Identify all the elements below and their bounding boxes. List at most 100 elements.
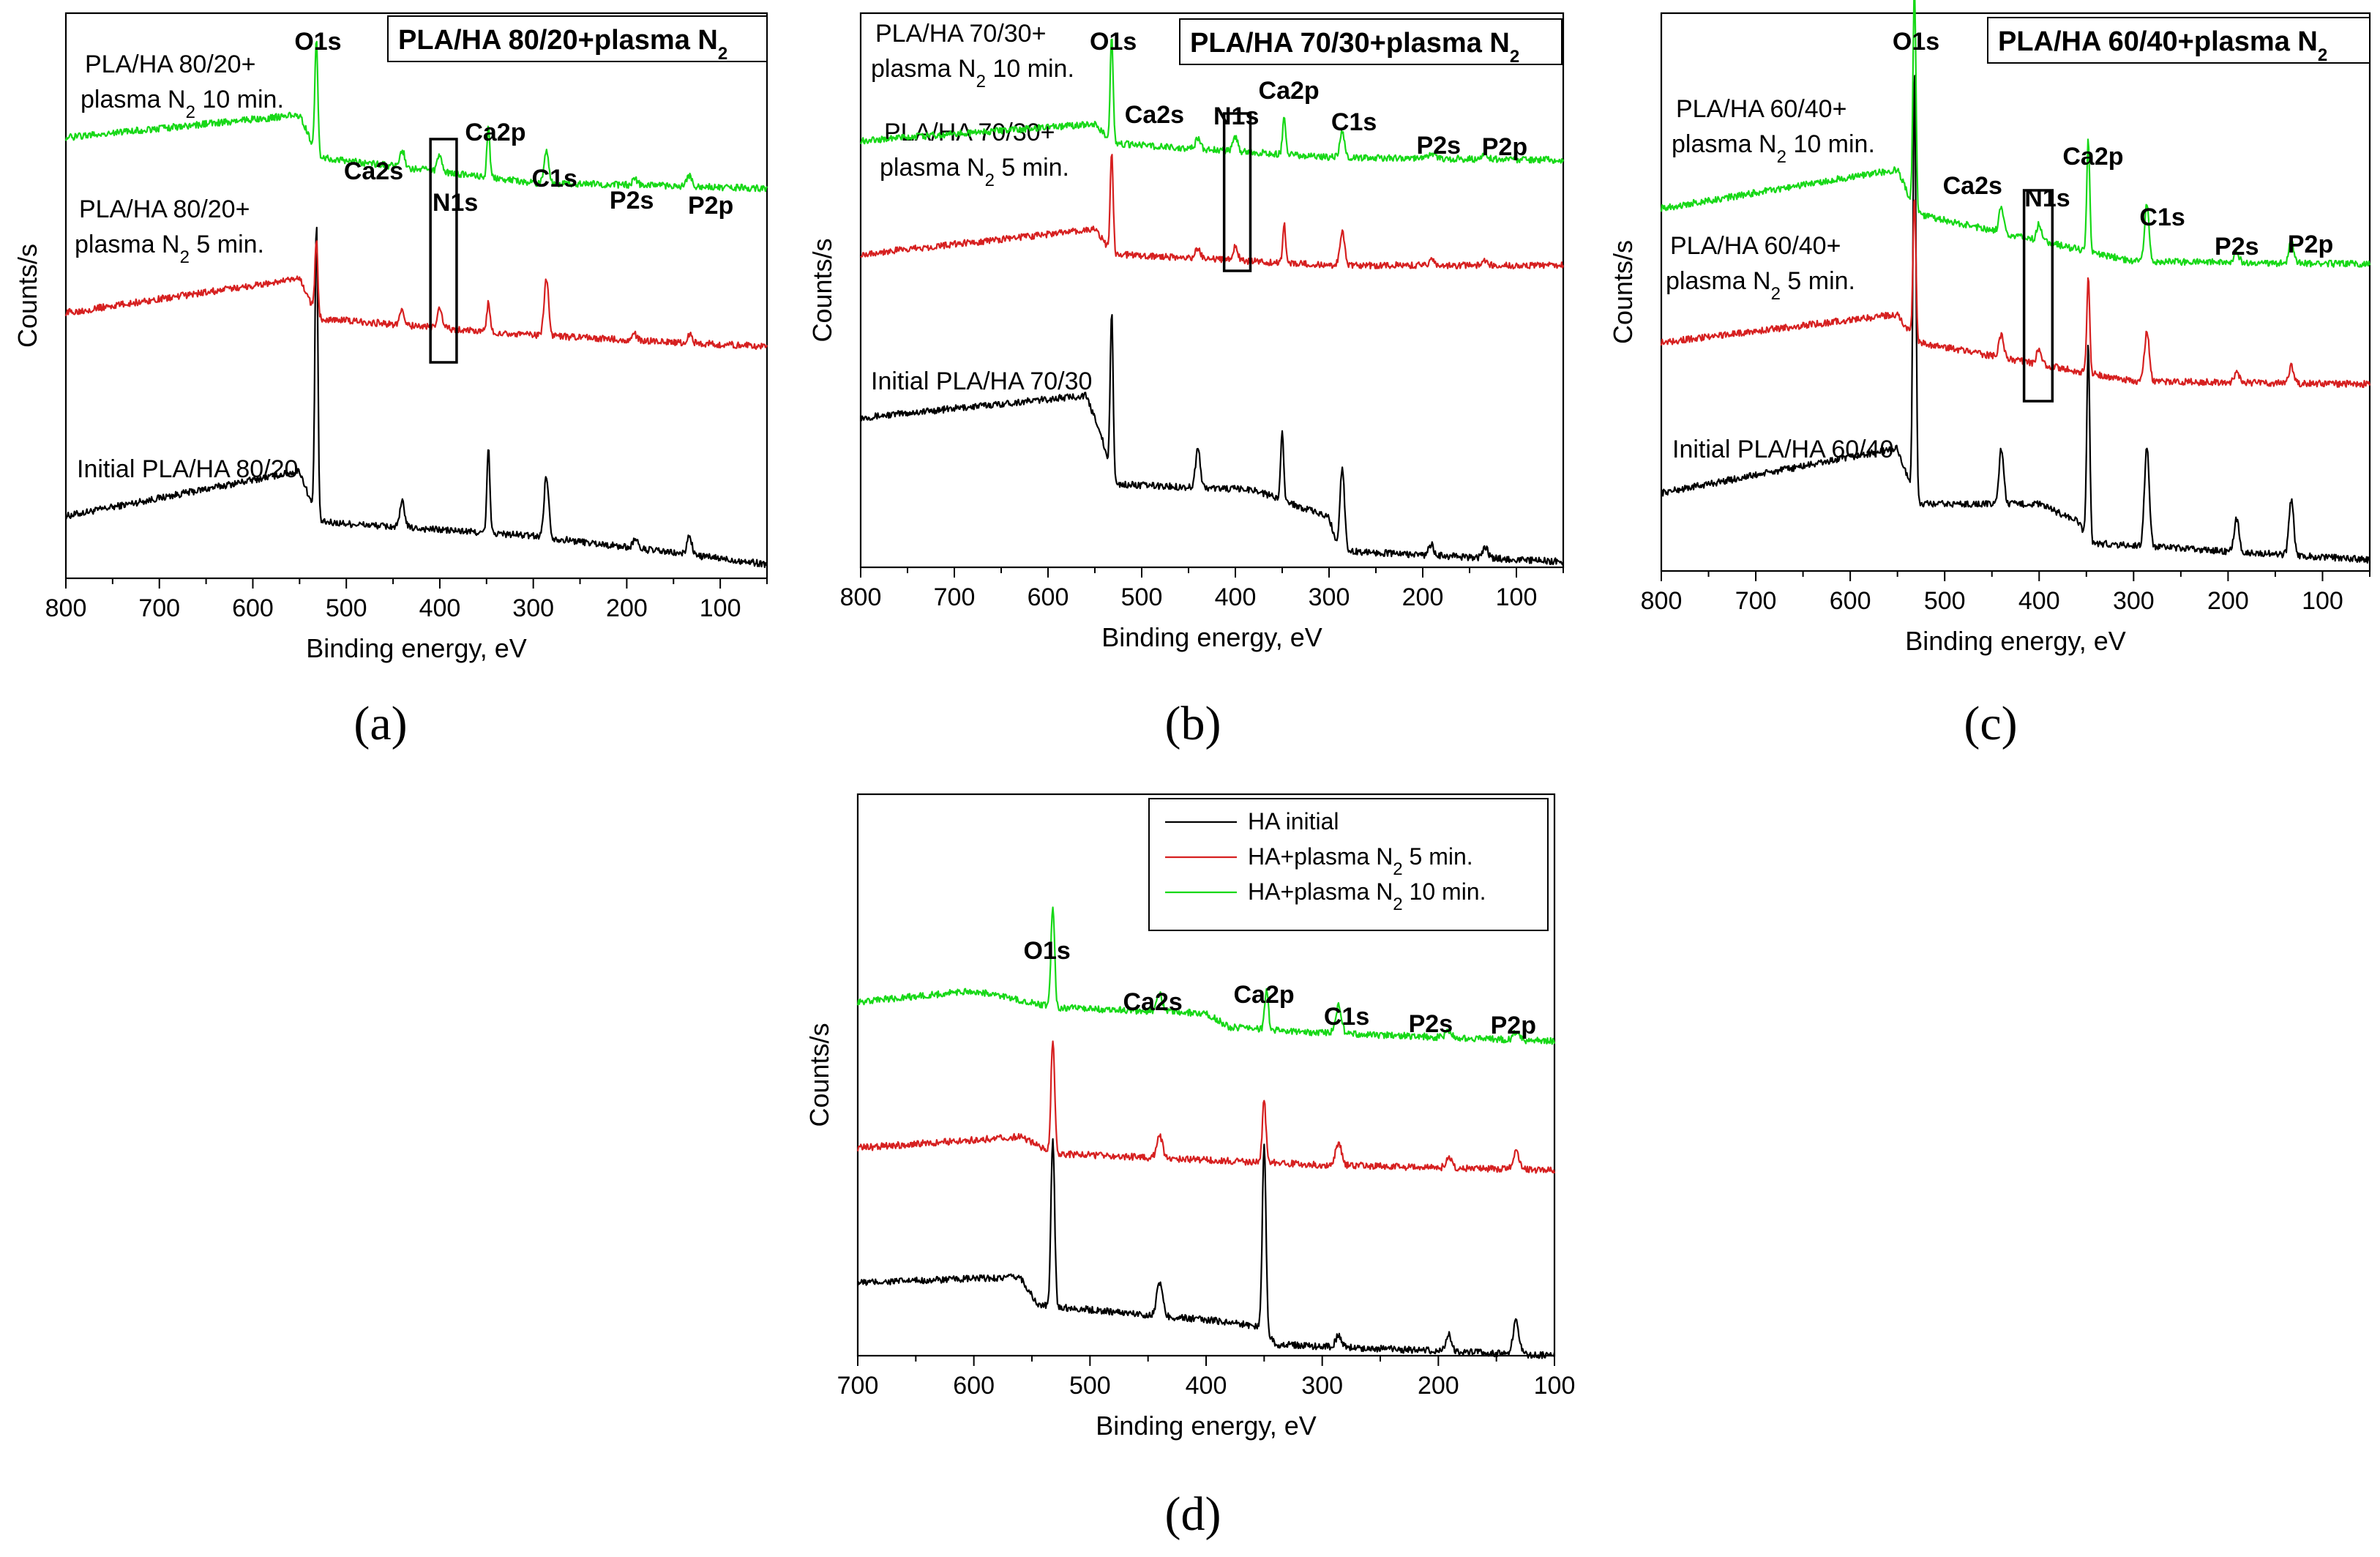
x-tick-label: 200: [2207, 587, 2249, 615]
peak-label-o1s: O1s: [1893, 28, 1939, 56]
x-tick-label: 300: [512, 594, 554, 622]
x-axis-title: Binding energy, eV: [1096, 1411, 1317, 1441]
legend-entry: HA+plasma N2 5 min.: [1248, 843, 1473, 879]
plot-frame: [859, 12, 1565, 569]
peak-label-ca2p: Ca2p: [1259, 77, 1320, 105]
peak-label-o1s: O1s: [1024, 937, 1071, 965]
n1s-highlight-box: [1222, 112, 1252, 272]
peak-label-n1s: N1s: [1213, 102, 1259, 130]
peak-label-ca2p: Ca2p: [2062, 143, 2123, 171]
legend-entry: HA+plasma N2 10 min.: [1248, 878, 1486, 914]
peak-label-ca2p: Ca2p: [1234, 981, 1295, 1009]
panel-letter: (d): [1165, 1487, 1221, 1541]
x-tick-label: 200: [1402, 583, 1444, 611]
series-label-line1: PLA/HA 60/40+: [1670, 232, 1841, 260]
panel-letter: (c): [1964, 697, 2017, 750]
peak-label-p2p: P2p: [1482, 133, 1527, 161]
peak-label-o1s: O1s: [294, 28, 341, 56]
x-tick-label: 500: [326, 594, 367, 622]
x-tick-label: 400: [1215, 583, 1257, 611]
chart-panel-b: 800 700 600 500 400 300 200 100 Binding energy, …: [807, 12, 1565, 750]
legend: HA initial HA+plasma N2 5 min.HA+plasma N…: [1148, 798, 1549, 931]
series-label-line2: plasma N2 10 min.: [81, 86, 284, 122]
legend-box: [1148, 798, 1549, 931]
peak-label-ca2s: Ca2s: [1125, 101, 1184, 129]
plot-frame: [1660, 12, 2371, 572]
x-tick-label: 100: [2302, 587, 2343, 615]
panel-letter: (b): [1165, 697, 1221, 750]
x-tick-label: 600: [953, 1372, 995, 1400]
x-tick-label: 500: [1121, 583, 1163, 611]
y-axis-title: Counts/s: [804, 1023, 834, 1127]
x-tick-label: 700: [934, 583, 976, 611]
x-tick-label: 700: [138, 594, 180, 622]
peak-label-ca2s: Ca2s: [344, 157, 403, 185]
x-axis-title: Binding energy, eV: [1905, 626, 2126, 656]
y-axis-title: Counts/s: [807, 238, 837, 342]
peak-label-ca2p: Ca2p: [465, 119, 525, 146]
x-tick-label: 600: [232, 594, 274, 622]
spectrum-series-1: [1660, 199, 2371, 389]
x-tick-label: 300: [1301, 1372, 1343, 1400]
peak-label-c1s: C1s: [532, 165, 577, 193]
x-tick-label: 500: [1924, 587, 1966, 615]
spectrum-series-1: [856, 1040, 1556, 1174]
series-label-line2: plasma N2 10 min.: [871, 55, 1074, 92]
series-label-line2: plasma N2 5 min.: [880, 154, 1069, 190]
x-axis-title: Binding energy, eV: [1101, 622, 1322, 652]
x-tick-label: 500: [1069, 1372, 1111, 1400]
peak-label-ca2s: Ca2s: [1943, 172, 2002, 200]
x-tick-label: 600: [1830, 587, 1871, 615]
series-label: Initial PLA/HA 80/20: [77, 455, 298, 483]
x-tick-label: 800: [1641, 587, 1683, 615]
peak-label-p2s: P2s: [1409, 1010, 1453, 1038]
legend-entry: HA initial: [1248, 808, 1339, 834]
x-tick-label: 200: [606, 594, 648, 622]
panel-title-box: [387, 15, 768, 62]
series-label-line1: PLA/HA 80/20+: [85, 51, 255, 78]
spectrum-series-2: [860, 38, 1565, 164]
spectrum-series-0: [1660, 75, 2371, 564]
n1s-highlight-box: [429, 138, 458, 364]
series-label: Initial PLA/HA 70/30: [871, 367, 1092, 395]
spectrum-series-0: [860, 314, 1565, 566]
x-tick-label: 400: [2018, 587, 2060, 615]
spectrum-series-0: [64, 226, 768, 568]
x-tick-label: 200: [1418, 1372, 1459, 1400]
series-label-line1: PLA/HA 60/40+: [1676, 95, 1846, 123]
peak-label-p2p: P2p: [1491, 1012, 1536, 1039]
spectrum-series-2: [856, 906, 1556, 1045]
chart-panel-a: 800 700 600 500 400 300 200 100 Binding energy, …: [12, 12, 768, 750]
panel-title-box: [1987, 17, 2370, 64]
x-tick-label: 100: [1496, 583, 1538, 611]
x-tick-label: 100: [1534, 1372, 1576, 1400]
x-tick-label: 700: [1735, 587, 1777, 615]
y-axis-title: Counts/s: [12, 244, 42, 348]
spectrum-series-2: [64, 40, 768, 193]
x-tick-label: 300: [2113, 587, 2155, 615]
chart-panel-c: 800 700 600 500 400 300 200 100 Binding energy, …: [1608, 0, 2371, 750]
n1s-highlight-box: [2022, 189, 2054, 403]
spectrum-series-1: [64, 240, 768, 350]
series-label-line2: plasma N2 10 min.: [1672, 130, 1875, 167]
x-tick-label: 300: [1309, 583, 1350, 611]
peak-label-c1s: C1s: [1331, 108, 1377, 136]
peak-label-p2s: P2s: [1417, 132, 1462, 160]
panel-letter: (a): [353, 697, 407, 750]
panel-title: PLA/HA 70/30+plasma N2: [1190, 28, 1519, 67]
x-tick-label: 600: [1028, 583, 1069, 611]
peak-label-o1s: O1s: [1090, 28, 1137, 56]
panel-title: PLA/HA 80/20+plasma N2: [398, 25, 727, 64]
peak-label-c1s: C1s: [1324, 1003, 1369, 1031]
series-label-line2: plasma N2 5 min.: [1666, 267, 1855, 304]
series-label-line2: plasma N2 5 min.: [75, 231, 264, 267]
y-axis-title: Counts/s: [1608, 240, 1638, 344]
peak-label-c1s: C1s: [2139, 204, 2185, 231]
peak-label-n1s: N1s: [433, 189, 478, 217]
peak-label-p2s: P2s: [610, 187, 654, 214]
series-label: Initial PLA/HA 60/40: [1672, 436, 1893, 463]
x-tick-label: 700: [837, 1372, 879, 1400]
series-label-line1: PLA/HA 70/30+: [875, 20, 1046, 48]
x-tick-label: 400: [419, 594, 461, 622]
